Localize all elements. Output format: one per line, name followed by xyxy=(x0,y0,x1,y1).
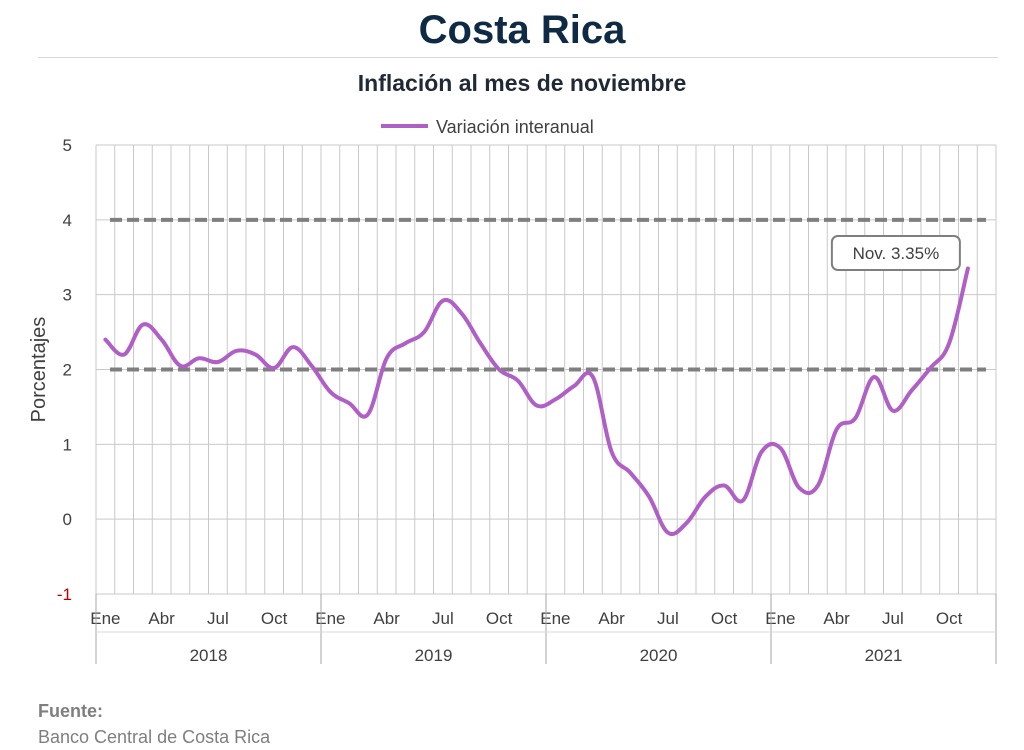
axes: -1 0 1 2 3 4 5 Porcentajes Ene Abr Jul Oct 2018 Ene Ab… xyxy=(28,136,997,665)
x-tick-label: Ene xyxy=(765,609,795,628)
data-point xyxy=(835,427,839,431)
data-point xyxy=(291,345,295,349)
y-axis-label: Porcentajes xyxy=(28,317,50,423)
data-point xyxy=(403,341,407,345)
y-tick-label: 5 xyxy=(63,136,72,155)
annotation-layer: Nov. 3.35% xyxy=(830,235,961,271)
x-tick-label: Jul xyxy=(432,609,454,628)
source-label: Fuente: xyxy=(38,701,103,721)
data-point xyxy=(216,360,220,364)
data-point xyxy=(122,353,126,357)
data-point xyxy=(628,471,632,475)
y-tick-label: 4 xyxy=(63,211,72,230)
x-tick-label: Jul xyxy=(657,609,679,628)
data-point xyxy=(197,356,201,360)
data-point xyxy=(460,311,464,315)
data-point xyxy=(141,323,145,327)
y-tick-label: -1 xyxy=(57,585,72,604)
x-year-label: 2018 xyxy=(190,646,228,665)
series-layer xyxy=(103,266,970,537)
data-point xyxy=(778,446,782,450)
data-point xyxy=(966,266,970,270)
data-point xyxy=(160,338,164,342)
x-tick-label: Abr xyxy=(823,609,850,628)
data-point xyxy=(853,416,857,420)
chart-subtitle: Inflación al mes de noviembre xyxy=(357,70,687,96)
x-tick-label: Ene xyxy=(540,609,570,628)
data-point xyxy=(366,412,370,416)
data-point xyxy=(478,341,482,345)
data-point xyxy=(497,368,501,372)
data-point xyxy=(928,366,932,370)
data-point xyxy=(947,341,951,345)
data-point xyxy=(741,498,745,502)
annotation-box xyxy=(830,235,961,271)
data-point xyxy=(666,531,670,535)
data-point xyxy=(272,366,276,370)
data-point xyxy=(535,403,539,407)
data-point xyxy=(722,483,726,487)
x-tick-label: Oct xyxy=(261,609,288,628)
data-point xyxy=(441,299,445,303)
legend-label: Variación interanual xyxy=(436,117,594,137)
x-year-label: 2020 xyxy=(640,646,678,665)
data-point xyxy=(760,450,764,454)
x-tick-label: Abr xyxy=(598,609,625,628)
x-year-label: 2021 xyxy=(865,646,903,665)
data-point xyxy=(591,375,595,379)
x-tick-label: Jul xyxy=(882,609,904,628)
data-point xyxy=(235,349,239,353)
source-value: Banco Central de Costa Rica xyxy=(38,727,271,747)
inflation-line-chart: Variación interanual -1 0 1 2 3 4 5 Porcentajes… xyxy=(28,117,997,665)
x-tick-label: Abr xyxy=(148,609,175,628)
annotation-label: Nov. 3.35% xyxy=(853,244,940,263)
x-tick-label: Oct xyxy=(936,609,963,628)
data-point xyxy=(422,330,426,334)
data-point xyxy=(572,384,576,388)
y-tick-label: 3 xyxy=(63,286,72,305)
y-tick-label: 2 xyxy=(63,361,72,380)
data-point xyxy=(328,390,332,394)
data-point xyxy=(178,364,182,368)
data-point xyxy=(253,353,257,357)
data-point xyxy=(310,364,314,368)
data-point xyxy=(872,375,876,379)
series-line-variacion-interanual xyxy=(103,266,970,537)
data-point xyxy=(610,450,614,454)
y-tick-label: 0 xyxy=(63,510,72,529)
data-point xyxy=(797,486,801,490)
data-point xyxy=(910,388,914,392)
y-tick-label: 1 xyxy=(63,435,72,454)
x-tick-label: Oct xyxy=(711,609,738,628)
chart-legend: Variación interanual xyxy=(381,117,594,137)
data-point xyxy=(647,495,651,499)
x-tick-label: Ene xyxy=(315,609,345,628)
reference-lines xyxy=(110,217,986,372)
data-point xyxy=(891,409,895,413)
data-point xyxy=(553,397,557,401)
data-point xyxy=(685,521,689,525)
title-divider xyxy=(38,57,998,58)
x-tick-label: Ene xyxy=(90,609,120,628)
x-tick-label: Abr xyxy=(373,609,400,628)
data-point xyxy=(703,495,707,499)
data-point xyxy=(103,338,107,342)
x-tick-label: Oct xyxy=(486,609,513,628)
data-point xyxy=(516,379,520,383)
data-point xyxy=(347,401,351,405)
x-year-label: 2019 xyxy=(415,646,453,665)
page-title: Costa Rica xyxy=(418,8,626,52)
x-tick-label: Jul xyxy=(207,609,229,628)
data-point xyxy=(385,356,389,360)
data-point xyxy=(816,483,820,487)
